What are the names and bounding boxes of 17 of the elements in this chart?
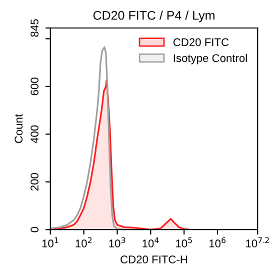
y-axis-title: Count bbox=[14, 114, 23, 144]
x-tick-label: 10$^{4}$ bbox=[142, 237, 159, 248]
x-tick-label: 10$^{2}$ bbox=[76, 237, 92, 248]
x-axis-title: CD20 FITC-H bbox=[120, 256, 188, 264]
y-tick-label: 845 bbox=[30, 19, 38, 37]
y-tick-label: 200 bbox=[30, 173, 38, 191]
y-tick-label: 400 bbox=[30, 125, 38, 144]
x-tick-label: 10$^{6}$ bbox=[209, 237, 226, 248]
legend-label: CD20 FITC bbox=[173, 38, 229, 46]
x-tick-label: 10$^{1}$ bbox=[42, 237, 58, 248]
legend-label: Isotype Control bbox=[174, 54, 247, 64]
y-tick-label: 600 bbox=[30, 78, 38, 96]
x-tick-label: 10$^{3}$ bbox=[109, 237, 126, 248]
y-tick-label: 0 bbox=[30, 226, 38, 232]
x-tick-label: 10$^{7.2}$ bbox=[246, 237, 269, 248]
x-tick-label: 10$^{5}$ bbox=[176, 237, 192, 248]
chart-title: CD20 FITC / P4 / Lym bbox=[93, 10, 214, 22]
